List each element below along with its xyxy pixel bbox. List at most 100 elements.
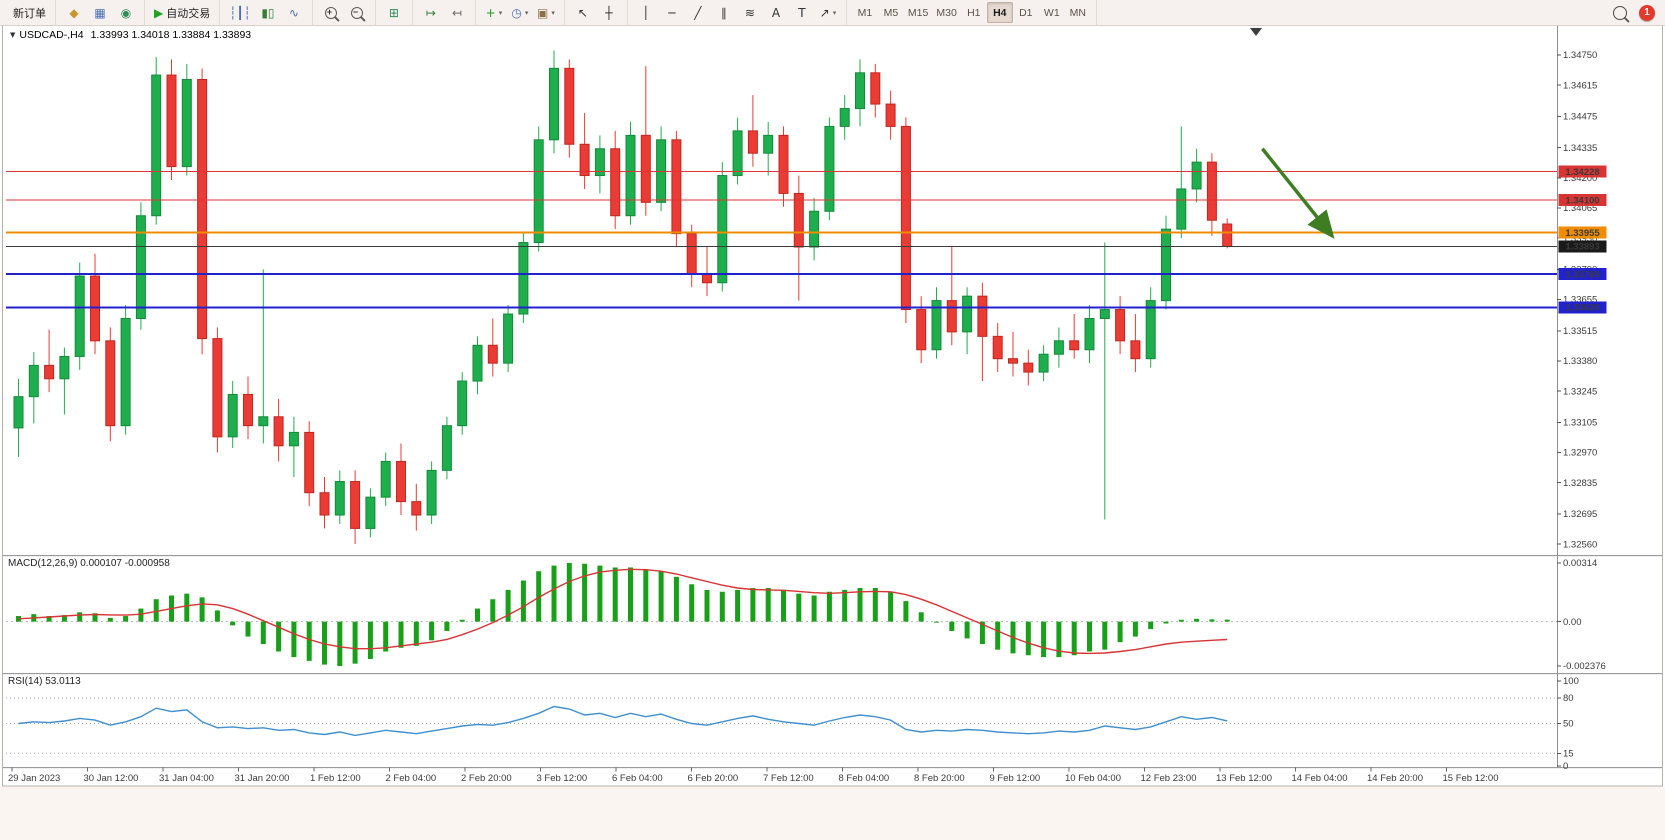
time-axis-label: 15 Feb 12:00 (1443, 773, 1499, 784)
timeframe-m1-button-label: M1 (857, 6, 873, 19)
macd-histogram-bar (796, 593, 802, 622)
candle-body (135, 215, 146, 319)
dropdown-caret-icon[interactable]: ▾ (498, 8, 503, 17)
candle-body (778, 134, 789, 194)
candle-body (380, 460, 391, 498)
web-globe-icon[interactable]: ◉ (113, 2, 139, 23)
fibonacci-icon[interactable]: ≋ (737, 2, 763, 23)
time-axis-label: 31 Jan 04:00 (159, 773, 214, 784)
text-icon: A (771, 5, 781, 20)
candle-body (962, 295, 973, 333)
macd-histogram-bar (1163, 621, 1169, 624)
chart-symbol-period: USDCAD-,H4 (19, 29, 84, 41)
crosshair-icon: ┼ (605, 5, 613, 20)
timeframe-m15-button[interactable]: M15 (904, 2, 932, 23)
insert-group: + ▾ ◷ ▾ ▣ ▾ (476, 0, 565, 25)
candle-body (793, 192, 804, 248)
ohlc-bars-icon[interactable]: ┆┃┆ (225, 2, 255, 23)
rsi-panel-label: RSI(14) 53.0113 (8, 676, 81, 687)
arrow-annotation[interactable] (1261, 147, 1335, 239)
dropdown-caret-icon[interactable]: ▾ (551, 8, 555, 17)
chart-title: ▼ USDCAD-,H4 1.33993 1.34018 1.33884 1.338… (10, 29, 251, 41)
zoom-out-icon[interactable]: − (344, 2, 370, 23)
dropdown-caret-icon[interactable]: ▾ (524, 8, 529, 17)
cursor-icon[interactable]: ↖ (570, 2, 596, 23)
candle-body (747, 130, 758, 154)
data-window-icon[interactable]: ▦ (87, 2, 113, 23)
macd-histogram-bar (612, 567, 618, 622)
timeframe-h4-button[interactable]: H4 (986, 2, 1013, 23)
timeframe-d1-button[interactable]: D1 (1013, 2, 1039, 23)
candle-body (258, 416, 269, 427)
timeframe-w1-button[interactable]: W1 (1039, 2, 1065, 23)
line-chart-icon[interactable]: ∿ (281, 2, 307, 23)
price-line-badge (1558, 165, 1607, 178)
chart-shift-marker[interactable] (1250, 28, 1262, 36)
trendline-icon[interactable]: ╱ (685, 2, 711, 23)
timeframe-m1-button[interactable]: M1 (852, 2, 878, 23)
text-icon[interactable]: A (763, 2, 789, 23)
macd-histogram-bar (138, 608, 144, 622)
indicators-icon[interactable]: + ▾ (481, 2, 507, 23)
dropdown-caret-icon[interactable]: ▾ (832, 8, 837, 17)
market-watch-icon[interactable]: ◆ (61, 2, 87, 23)
timeframe-mn-button[interactable]: MN (1065, 2, 1091, 23)
price-axis-label: 1.32560 (1563, 539, 1597, 550)
candle-body (870, 72, 881, 105)
layout-group: ⊞ (376, 0, 413, 25)
macd-histogram-bar (520, 580, 526, 622)
windows-group: ◆ ▦ ◉ (56, 0, 145, 25)
scroll-group: ↦ ↤ (413, 0, 476, 25)
vertical-line-icon[interactable]: │ (633, 2, 659, 23)
channel-icon[interactable]: ∥ (711, 2, 737, 23)
candle-body (166, 74, 177, 168)
timeframe-m30-button[interactable]: M30 (932, 2, 960, 23)
macd-histogram-bar (1041, 621, 1047, 658)
macd-histogram-bar (1025, 621, 1031, 656)
candle-body (717, 175, 728, 284)
macd-histogram-bar (842, 589, 848, 622)
candle-body (243, 393, 253, 427)
macd-signal-line (18, 568, 1228, 655)
time-axis-label: 6 Feb 20:00 (688, 773, 739, 784)
periods-icon[interactable]: ◷ ▾ (507, 2, 533, 23)
toolbar: 新订单 ◆ ▦ ◉ ▶ 自动交易 ┆┃┆ ▮▯ ∿ + − ⊞ ↦ ↤ + ▾ ◷ ▾ ▣ ▾ ↖ ┼ │ ─ ╱ ∥ ≋ A T ↗ ▾ M… (0, 0, 1665, 26)
candle-body (579, 143, 590, 177)
timeframe-h1-button[interactable]: H1 (961, 2, 987, 23)
collapse-icon[interactable]: ▼ (10, 31, 16, 39)
price-line-badge-label: 1.33769 (1565, 269, 1599, 280)
time-axis-label: 2 Feb 04:00 (386, 773, 437, 784)
zoom-in-icon: + (324, 6, 337, 19)
rsi-panel: 100 80 50 15 0 (6, 676, 1579, 772)
auto-scroll-icon[interactable]: ↦ (418, 2, 444, 23)
macd-histogram-bar (322, 621, 327, 665)
search-icon[interactable] (1613, 5, 1627, 20)
arrows-icon[interactable]: ↗ ▾ (815, 2, 841, 23)
horizontal-line-icon[interactable]: ─ (659, 2, 685, 23)
crosshair-icon[interactable]: ┼ (596, 2, 622, 23)
market-watch-icon: ◆ (69, 5, 79, 20)
candlestick-chart-icon[interactable]: ▮▯ (255, 2, 281, 23)
templates-icon[interactable]: ▣ ▾ (533, 2, 559, 23)
chart-shift-icon[interactable]: ↤ (444, 2, 470, 23)
macd-histogram-bar (107, 617, 113, 622)
auto-trading-button[interactable]: ▶ 自动交易 (150, 2, 214, 23)
zoom-in-icon[interactable]: + (318, 2, 344, 23)
price-axis-label: 1.32970 (1563, 448, 1597, 459)
mac-d-panel-label: MACD(12,26,9) 0.000107 -0.000958 (8, 558, 170, 569)
candle-body (1222, 223, 1233, 247)
time-axis[interactable]: 29 Jan 2023 30 Jan 12:00 31 Jan 04:00 31 Ja… (8, 767, 1499, 785)
macd-histogram-bar (184, 593, 190, 622)
candle-body (197, 79, 208, 340)
new-order-button[interactable]: 新订单 (9, 2, 50, 23)
time-axis-label: 14 Feb 20:00 (1367, 773, 1423, 784)
candle-body (319, 492, 330, 516)
tile-windows-icon[interactable]: ⊞ (381, 2, 407, 23)
label-icon[interactable]: T (789, 2, 815, 23)
notification-badge[interactable]: 1 (1639, 4, 1655, 21)
time-axis-label: 29 Jan 2023 (8, 773, 60, 784)
label-icon: T (798, 5, 806, 20)
macd-histogram-bar (1209, 619, 1215, 622)
timeframe-m5-button[interactable]: M5 (878, 2, 904, 23)
